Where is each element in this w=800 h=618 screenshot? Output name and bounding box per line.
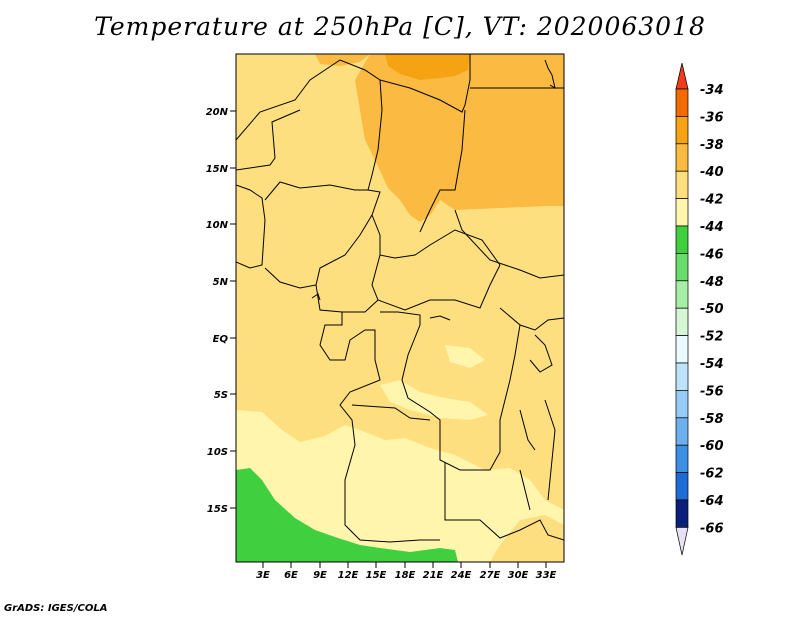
colorbar-label: -60: [700, 439, 724, 454]
lat-label: 10N: [206, 220, 229, 231]
colorbar-bottom-arrow: [675, 527, 689, 556]
grads-credit: GrADS: IGES/COLA: [4, 603, 108, 614]
field-minus-42-patch: [380, 380, 488, 420]
colorbar-swatch: [675, 225, 689, 254]
colorbar: [675, 62, 689, 556]
colorbar-swatch: [675, 499, 689, 528]
lat-label: 5S: [214, 390, 228, 401]
colorbar-swatch: [675, 417, 689, 446]
field-minus-36: [385, 54, 470, 80]
lat-label: 15S: [207, 504, 228, 515]
colorbar-label: -54: [700, 357, 724, 372]
colorbar-label: -40: [700, 165, 724, 180]
colorbar-label: -46: [700, 247, 724, 262]
longitude-axis: 3E 6E 9E 12E 15E 18E 21E 24E 27E 30E 33E: [256, 562, 557, 581]
colorbar-swatch: [675, 335, 689, 364]
field-minus-38: [355, 54, 564, 222]
colorbar-label: -52: [700, 330, 724, 345]
lon-label: 21E: [423, 570, 444, 581]
colorbar-label: -38: [700, 138, 724, 153]
field-minus-42: [236, 410, 564, 562]
colorbar-label: -44: [700, 220, 724, 235]
lon-label: 18E: [395, 570, 416, 581]
lat-label: 5N: [213, 277, 229, 288]
field-minus-38-west: [315, 54, 370, 66]
colorbar-top-arrow: [675, 62, 689, 90]
colorbar-label: -42: [700, 193, 724, 208]
lon-label: 9E: [313, 570, 327, 581]
colorbar-swatch: [675, 472, 689, 501]
colorbar-label: -50: [700, 302, 724, 317]
field-minus-40-south: [490, 515, 564, 562]
lon-label: 33E: [536, 570, 557, 581]
lat-label: 15N: [206, 164, 229, 175]
colorbar-swatch: [675, 143, 689, 172]
lon-label: 6E: [284, 570, 298, 581]
colorbar-label: -56: [700, 384, 724, 399]
colorbar-labels: -34 -36 -38 -40 -42 -44 -46 -48 -50 -52 …: [700, 83, 724, 536]
colorbar-swatch: [675, 390, 689, 419]
lon-label: 27E: [480, 570, 501, 581]
field-minus-42-patch2: [445, 345, 485, 368]
colorbar-label: -36: [700, 110, 724, 125]
lon-label: 15E: [366, 570, 387, 581]
lon-label: 24E: [451, 570, 472, 581]
colorbar-swatch: [675, 170, 689, 199]
colorbar-swatch: [675, 307, 689, 336]
colorbar-swatch: [675, 253, 689, 282]
map-frame: [235, 53, 565, 563]
colorbar-label: -66: [700, 521, 724, 536]
lon-label: 12E: [338, 570, 359, 581]
latitude-axis: 20N 15N 10N 5N EQ 5S 10S 15S: [206, 107, 236, 515]
field-minus-44: [236, 468, 458, 562]
colorbar-swatch: [675, 116, 689, 145]
colorbar-label: -48: [700, 275, 724, 290]
lon-label: 3E: [256, 570, 270, 581]
colorbar-label: -62: [700, 467, 724, 482]
colorbar-swatch: [675, 198, 689, 227]
colorbar-swatch: [675, 444, 689, 473]
colorbar-label: -64: [700, 494, 724, 509]
lat-label: 10S: [207, 447, 228, 458]
colorbar-swatch: [675, 280, 689, 309]
lat-label: 20N: [206, 107, 229, 118]
lat-label: EQ: [213, 334, 229, 345]
colorbar-swatch: [675, 362, 689, 391]
map-title: Temperature at 250hPa [C], VT: 202006301…: [94, 12, 706, 41]
colorbar-label: -58: [700, 412, 724, 427]
colorbar-swatch: [675, 88, 689, 117]
country-borders: [236, 54, 564, 543]
lon-label: 30E: [508, 570, 529, 581]
colorbar-label: -34: [700, 83, 724, 98]
